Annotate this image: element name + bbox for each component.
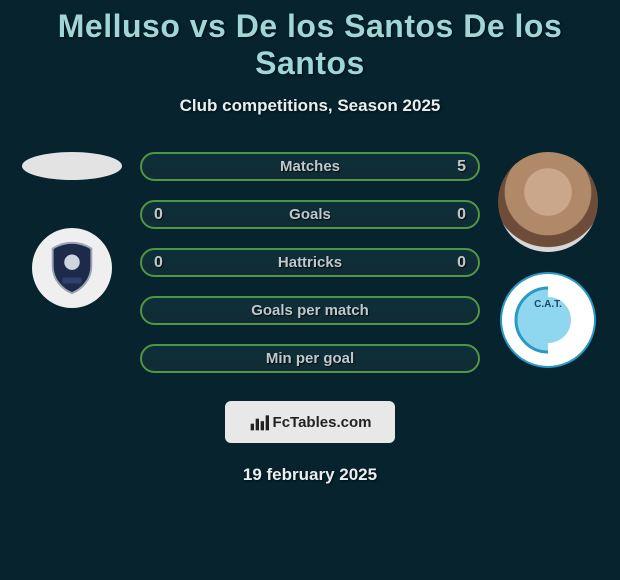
stats-list: Matches 5 0 Goals 0 0 Hattricks 0 Goals … (140, 152, 480, 373)
shield-icon (43, 239, 101, 297)
stat-label: Goals (289, 206, 331, 223)
branding-badge: FcTables.com (225, 401, 395, 443)
player-left-photo (22, 152, 122, 180)
stat-label: Matches (280, 158, 340, 175)
page-title: Melluso vs De los Santos De los Santos (0, 0, 620, 82)
player-left-column (12, 152, 132, 373)
branding-text: FcTables.com (273, 414, 372, 431)
club-left-logo (32, 228, 112, 308)
club-right-logo: C.A.T. (500, 272, 596, 368)
stat-right-value: 5 (457, 158, 466, 176)
stat-pill-min-per-goal: Min per goal (140, 344, 480, 373)
stat-right-value: 0 (457, 206, 466, 224)
stat-right-value: 0 (457, 254, 466, 272)
comparison-date: 19 february 2025 (0, 465, 620, 485)
bar-chart-icon (249, 412, 269, 432)
comparison-content: Matches 5 0 Goals 0 0 Hattricks 0 Goals … (0, 152, 620, 373)
stat-pill-matches: Matches 5 (140, 152, 480, 181)
page-subtitle: Club competitions, Season 2025 (0, 96, 620, 116)
stat-label: Goals per match (251, 302, 369, 319)
stat-label: Hattricks (278, 254, 342, 271)
club-badge-icon: C.A.T. (513, 285, 583, 355)
stat-pill-hattricks: 0 Hattricks 0 (140, 248, 480, 277)
svg-text:C.A.T.: C.A.T. (534, 299, 562, 310)
player-right-photo (498, 152, 598, 252)
player-right-column: C.A.T. (488, 152, 608, 373)
stat-label: Min per goal (266, 350, 354, 367)
stat-left-value: 0 (154, 206, 163, 224)
stat-left-value: 0 (154, 254, 163, 272)
stat-pill-goals: 0 Goals 0 (140, 200, 480, 229)
stat-pill-goals-per-match: Goals per match (140, 296, 480, 325)
